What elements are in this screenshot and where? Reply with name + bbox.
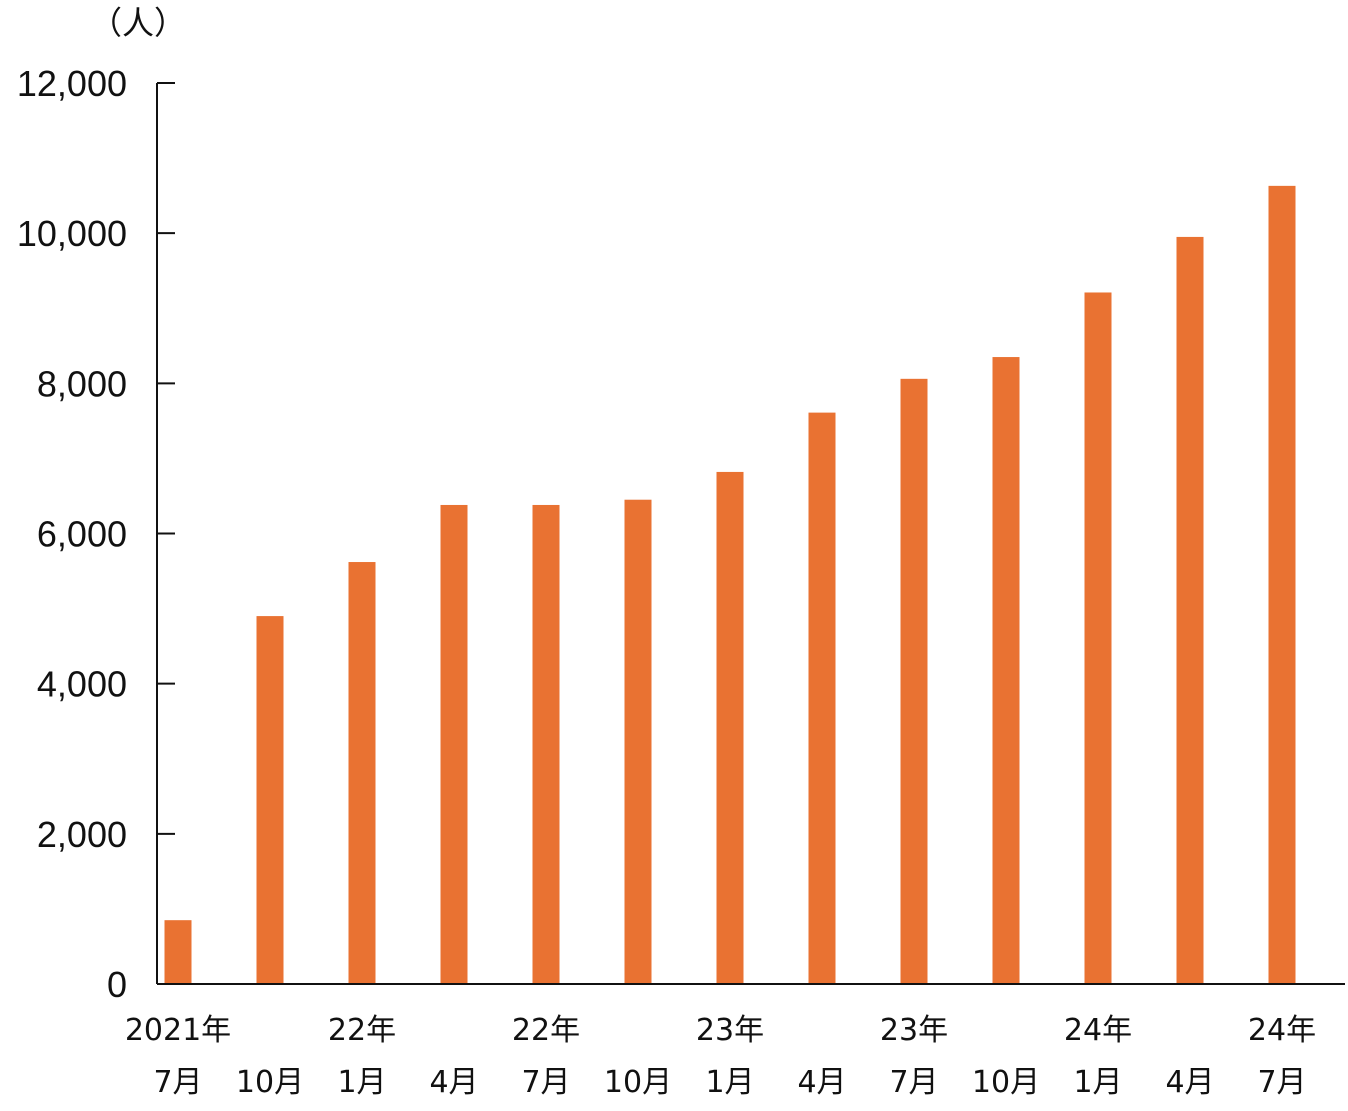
y-tick-label: 12,000 (17, 63, 127, 104)
y-tick-label: 10,000 (17, 213, 127, 254)
bar (440, 504, 468, 984)
x-category-year-label: 24年 (1248, 1013, 1316, 1048)
axes-group (156, 82, 1345, 985)
bar (716, 471, 744, 985)
x-category-month-label: 1月 (1073, 1065, 1122, 1100)
x-category-year-label: 22年 (328, 1013, 396, 1048)
x-category-month-label: 7月 (521, 1065, 570, 1100)
x-category-month-label: 1月 (705, 1065, 754, 1100)
x-category-month-label: 7月 (1257, 1065, 1306, 1100)
bar (624, 499, 652, 984)
y-tick-label: 4,000 (37, 664, 127, 705)
x-category-month-label: 10月 (972, 1065, 1040, 1100)
bars-group (164, 185, 1296, 985)
x-category-year-label: 2021年 (125, 1013, 231, 1048)
bar (900, 378, 928, 984)
x-category-month-label: 4月 (1165, 1065, 1214, 1100)
bar (1084, 292, 1112, 984)
bar (1176, 236, 1204, 984)
y-tick-label: 6,000 (37, 514, 127, 555)
x-category-year-label: 24年 (1064, 1013, 1132, 1048)
bar (808, 412, 836, 984)
bar (348, 562, 376, 984)
y-axis-unit-label: （人） (90, 4, 186, 42)
bar (532, 504, 560, 984)
bar (1268, 185, 1296, 985)
x-category-month-label: 4月 (797, 1065, 846, 1100)
x-category-month-label: 4月 (429, 1065, 478, 1100)
x-category-month-label: 1月 (337, 1065, 386, 1100)
x-category-month-label: 7月 (889, 1065, 938, 1100)
y-tick-label: 0 (107, 964, 127, 1005)
x-category-month-label: 10月 (604, 1065, 672, 1100)
y-tick-label: 8,000 (37, 363, 127, 404)
x-category-month-label: 7月 (153, 1065, 202, 1100)
bar (992, 357, 1020, 984)
x-category-year-label: 23年 (696, 1013, 764, 1048)
x-category-month-label: 10月 (236, 1065, 304, 1100)
x-category-year-label: 23年 (880, 1013, 948, 1048)
y-tick-label: 2,000 (37, 814, 127, 855)
bar (256, 616, 284, 984)
bar (164, 920, 192, 984)
labels-group: 0 2,000 4,000 6,000 8,000 10,000 12,000 2021年 7月… (17, 63, 1316, 1100)
x-category-year-label: 22年 (512, 1013, 580, 1048)
